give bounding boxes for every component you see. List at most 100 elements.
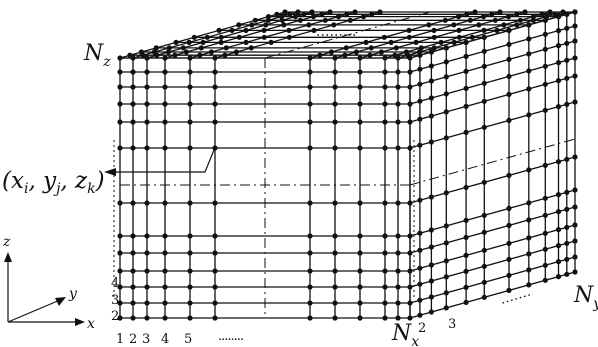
z-index-2: 2 xyxy=(111,309,119,324)
grid-node xyxy=(187,315,193,321)
grid-node xyxy=(418,45,424,51)
grid-node xyxy=(395,315,401,321)
grid-node xyxy=(417,98,423,104)
grid-node xyxy=(431,34,437,40)
grid-node xyxy=(443,91,449,97)
grid-node xyxy=(332,315,338,321)
grid-node xyxy=(282,9,288,15)
grid-node xyxy=(332,200,338,206)
grid-node xyxy=(443,240,449,246)
grid-node xyxy=(564,75,570,81)
grid-node xyxy=(212,84,218,90)
grid-node xyxy=(481,279,487,285)
grid-node xyxy=(130,84,136,90)
grid-node xyxy=(443,274,449,280)
grid-node xyxy=(555,159,562,165)
grid-node xyxy=(382,250,388,256)
grid-node xyxy=(526,167,532,173)
grid-node xyxy=(407,250,413,256)
node-pointer xyxy=(104,149,215,176)
grid-node xyxy=(564,57,570,63)
grid-node xyxy=(236,34,242,40)
grid-node xyxy=(417,81,423,87)
grid-node xyxy=(463,252,469,258)
grid-node xyxy=(382,233,388,239)
grid-node xyxy=(382,268,388,274)
grid-node xyxy=(501,22,507,28)
grid-node xyxy=(481,34,487,40)
grid-node xyxy=(463,85,469,91)
grid-node xyxy=(417,247,423,253)
grid-node xyxy=(187,145,193,151)
grid-node xyxy=(526,217,532,223)
grid-node xyxy=(352,9,358,15)
grid-node xyxy=(165,49,171,55)
grid-node xyxy=(332,101,338,107)
grid-node xyxy=(564,240,570,246)
grid-node xyxy=(307,268,313,274)
grid-node xyxy=(463,129,469,135)
grid-node xyxy=(212,145,218,151)
grid-node xyxy=(236,22,242,28)
grid-node xyxy=(564,189,570,195)
grid-node xyxy=(307,284,313,290)
top-grid-line xyxy=(146,11,313,59)
grid-node xyxy=(443,109,449,115)
grid-node xyxy=(526,36,532,42)
grid-node xyxy=(286,27,292,33)
grid-node xyxy=(281,22,287,28)
grid-node xyxy=(572,154,578,160)
grid-node xyxy=(162,101,168,107)
grid-node xyxy=(162,69,168,75)
front-x-index-labels: 1 2 3 4 5 xyxy=(116,332,192,347)
grid-node xyxy=(197,52,203,58)
x-index-4: 4 xyxy=(161,332,169,347)
grid-node xyxy=(526,22,532,28)
grid-node xyxy=(252,17,258,23)
grid-node xyxy=(428,49,434,55)
z-index-3: 3 xyxy=(111,293,119,308)
grid-node xyxy=(492,17,498,23)
grid-node xyxy=(530,14,537,20)
grid-node xyxy=(572,9,578,15)
grid-node xyxy=(249,22,255,28)
grid-node xyxy=(187,200,193,206)
grid-node xyxy=(407,119,413,125)
grid-node xyxy=(407,300,413,306)
grid-node xyxy=(542,246,548,252)
grid-node xyxy=(117,315,123,321)
grid-node xyxy=(417,265,423,271)
grid-node xyxy=(344,11,350,17)
grid-node xyxy=(229,27,235,33)
grid-node xyxy=(542,17,548,23)
grid-node xyxy=(342,52,348,58)
grid-node xyxy=(117,145,123,151)
grid-node xyxy=(187,55,193,61)
grid-node xyxy=(307,69,313,75)
grid-node xyxy=(144,250,150,256)
grid-node xyxy=(117,233,123,239)
grid-node xyxy=(542,230,548,236)
grid-node xyxy=(506,205,512,211)
grid-node xyxy=(395,284,401,290)
grid-node xyxy=(395,69,401,75)
x-index-1: 1 xyxy=(116,332,124,347)
grid-node xyxy=(233,49,239,55)
grid-node xyxy=(428,309,434,315)
grid-node xyxy=(572,23,578,29)
grid-node xyxy=(357,200,363,206)
side-grid-line xyxy=(409,189,576,237)
grid-node xyxy=(395,268,401,274)
x-continuation-dots: ........ xyxy=(218,329,243,344)
grid-node xyxy=(212,233,218,239)
grid-node xyxy=(187,84,193,90)
grid-node xyxy=(117,101,123,107)
grid-node xyxy=(428,139,434,145)
grid-node xyxy=(555,28,562,34)
grid-node xyxy=(542,162,548,168)
grid-node xyxy=(572,73,578,79)
grid-node xyxy=(223,45,229,51)
grid-node xyxy=(494,27,500,33)
grid-node xyxy=(243,39,249,46)
grid-node xyxy=(572,55,578,61)
